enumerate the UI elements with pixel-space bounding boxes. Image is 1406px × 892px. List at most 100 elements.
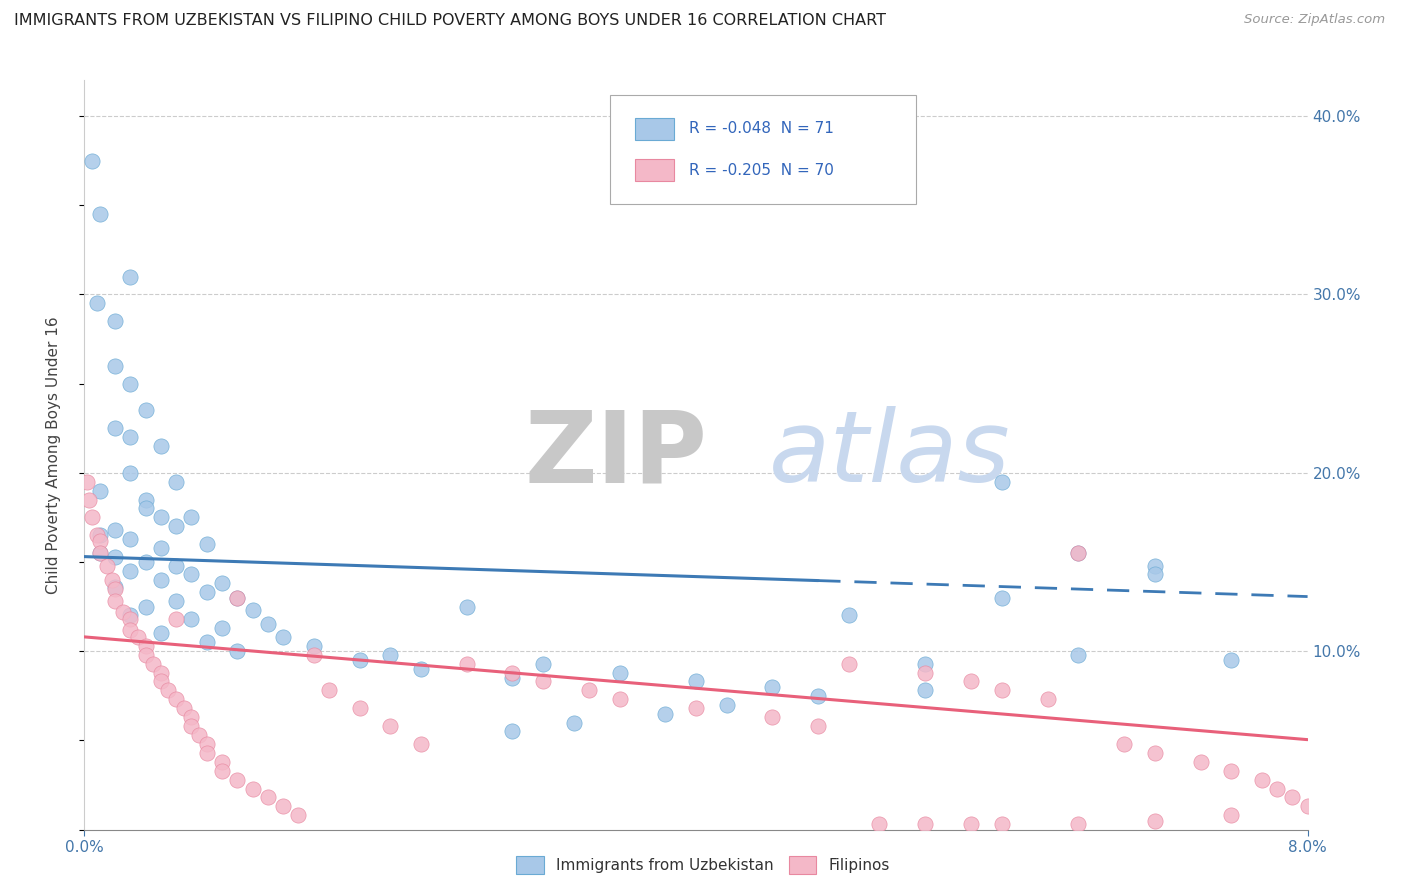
Point [165,558,187,573]
Point [562,715,585,730]
Point [180,612,202,626]
Point [716,698,738,712]
Point [120,430,142,444]
Point [271,799,294,814]
Point [120,532,142,546]
Text: IMMIGRANTS FROM UZBEKISTAN VS FILIPINO CHILD POVERTY AMONG BOYS UNDER 16 CORRELA: IMMIGRANTS FROM UZBEKISTAN VS FILIPINO C… [14,13,886,29]
Point [502,671,524,685]
Point [1114,737,1136,751]
Point [838,608,860,623]
Point [578,683,600,698]
Point [120,269,142,284]
Point [135,492,157,507]
Point [869,817,891,831]
Point [409,662,432,676]
Point [120,564,142,578]
Point [211,764,233,778]
Point [165,475,187,489]
Point [685,701,707,715]
Point [120,612,142,626]
Point [104,549,127,564]
Point [149,665,172,680]
Point [960,674,983,689]
Point [180,510,202,524]
Point [120,608,142,623]
Point [104,594,127,608]
Point [761,680,783,694]
Legend: Immigrants from Uzbekistan, Filipinos: Immigrants from Uzbekistan, Filipinos [510,850,896,880]
Point [991,817,1014,831]
Point [149,510,172,524]
Point [226,644,249,658]
Point [135,555,157,569]
Point [502,665,524,680]
Point [531,674,554,689]
Point [1296,799,1319,814]
Point [1250,772,1272,787]
Point [80,153,103,168]
Point [1281,790,1303,805]
Point [165,612,187,626]
Point [135,599,157,614]
Point [1143,814,1166,828]
Point [149,626,172,640]
Point [135,639,157,653]
Point [211,621,233,635]
Point [165,692,187,706]
Point [609,692,631,706]
Point [195,537,218,551]
Point [302,639,325,653]
Point [271,630,294,644]
Point [120,623,142,637]
Point [380,719,402,733]
Point [1067,648,1090,662]
Point [165,519,187,533]
Point [104,523,127,537]
Point [101,573,124,587]
Point [1220,653,1243,667]
Point [502,724,524,739]
Y-axis label: Child Poverty Among Boys Under 16: Child Poverty Among Boys Under 16 [46,316,60,594]
Point [157,683,180,698]
Point [287,808,309,822]
Point [104,314,127,328]
Point [807,689,830,703]
Point [149,541,172,555]
Point [135,403,157,417]
Point [991,591,1014,605]
Point [195,635,218,649]
Point [1265,781,1288,796]
Point [409,737,432,751]
Point [242,781,264,796]
Point [135,501,157,516]
Point [914,683,936,698]
Point [180,567,202,582]
Point [149,439,172,453]
Point [195,585,218,599]
Point [89,533,111,548]
Point [1067,546,1090,560]
Point [609,665,631,680]
Point [654,706,676,721]
Point [77,492,100,507]
Point [807,719,830,733]
Point [180,719,202,733]
Point [89,528,111,542]
Point [456,599,478,614]
Point [1220,764,1243,778]
Point [257,790,280,805]
Point [211,755,233,769]
Point [89,546,111,560]
FancyBboxPatch shape [636,118,673,140]
Point [318,683,340,698]
Point [89,546,111,560]
Point [1220,808,1243,822]
Point [96,558,118,573]
Point [89,207,111,221]
Point [76,475,98,489]
Point [761,710,783,724]
Point [257,617,280,632]
Point [211,576,233,591]
Point [104,359,127,373]
Point [531,657,554,671]
